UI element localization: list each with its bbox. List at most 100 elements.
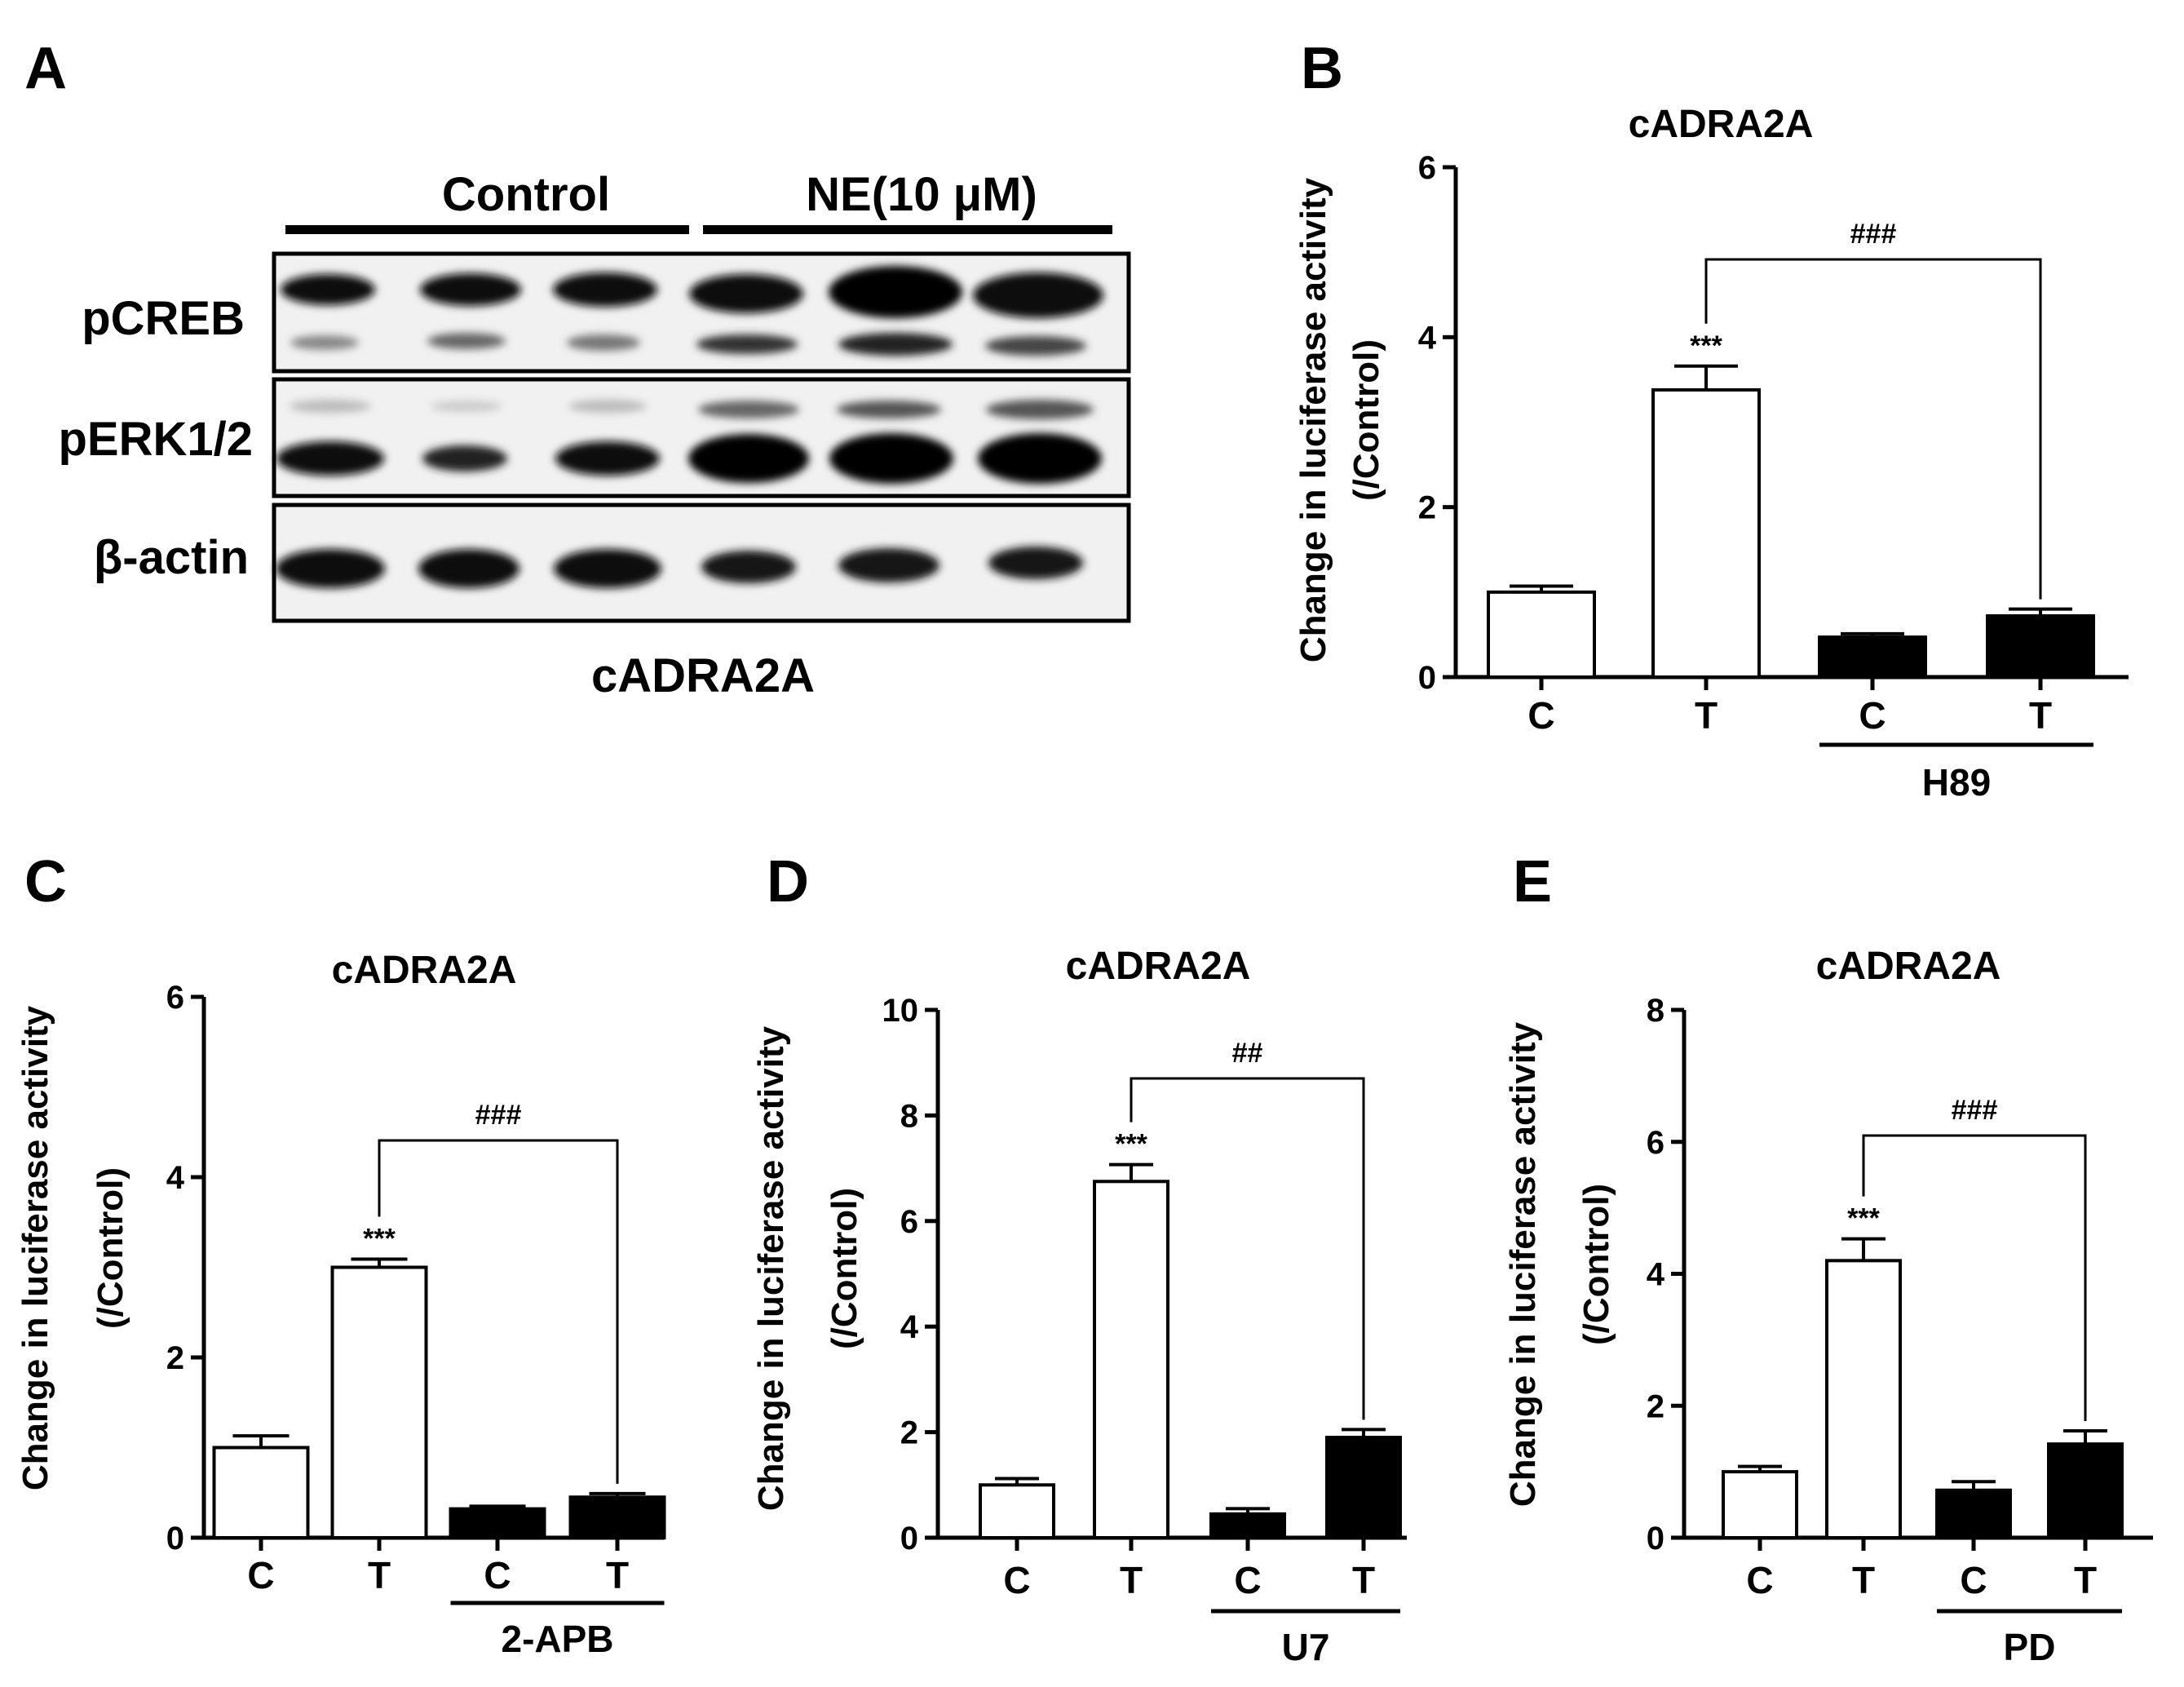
bar xyxy=(979,1483,1055,1540)
x-tick-label: C xyxy=(247,1554,274,1596)
y-tick-label: 8 xyxy=(1647,993,1665,1029)
band xyxy=(290,400,371,413)
comparison-bracket xyxy=(1704,258,2042,600)
panel-letter-a: A xyxy=(24,36,67,101)
treatment-label: 2-APB xyxy=(501,1618,613,1660)
treatment-label: PD xyxy=(2004,1626,2056,1668)
band xyxy=(568,400,647,413)
y-axis-label: Change in luciferase activity xyxy=(1293,177,1333,662)
blot-caption: cADRA2A xyxy=(591,649,815,702)
comparison-label: ## xyxy=(1232,1038,1263,1069)
panel-letter: B xyxy=(1301,36,1343,101)
panel-letter: E xyxy=(1513,849,1552,914)
blot-bands xyxy=(276,266,1103,588)
band xyxy=(427,333,506,349)
group-bar-ne xyxy=(703,225,1112,234)
band xyxy=(420,273,521,306)
x-tick-label: C xyxy=(1234,1559,1261,1601)
x-tick-label: T xyxy=(1695,694,1718,737)
bar xyxy=(1986,614,2095,679)
bar xyxy=(1935,1488,2012,1540)
band xyxy=(701,551,796,583)
y-axis-label-unit: (/Control) xyxy=(825,1188,864,1349)
panel-a: A Control NE(10 μM) pCREB pERK1/2 β-acti… xyxy=(24,36,1131,702)
band xyxy=(973,272,1103,318)
comparison-label: ### xyxy=(1850,219,1897,250)
comparison-bracket xyxy=(1862,1134,2087,1421)
x-tick-label: C xyxy=(1859,694,1886,737)
bar xyxy=(2047,1442,2124,1539)
row-label-perk: pERK1/2 xyxy=(58,413,253,466)
significance-label: *** xyxy=(1690,330,1722,361)
y-tick-label: 4 xyxy=(166,1160,185,1196)
bar xyxy=(1093,1180,1169,1540)
y-tick-label: 8 xyxy=(900,1098,918,1134)
band xyxy=(829,266,962,318)
band xyxy=(838,333,953,356)
bar xyxy=(1487,590,1596,679)
blot-frame-perk xyxy=(272,377,1131,498)
y-tick-label: 0 xyxy=(1418,660,1436,696)
band xyxy=(985,336,1086,356)
treatment-label: H89 xyxy=(1922,761,1991,804)
bar xyxy=(1722,1470,1798,1539)
y-axis-label: Change in luciferase activity xyxy=(751,1025,791,1511)
band xyxy=(837,401,941,418)
blot-frame-actin xyxy=(272,503,1131,623)
band xyxy=(696,334,798,354)
y-tick-label: 6 xyxy=(1647,1125,1665,1161)
row-label-actin: β-actin xyxy=(94,531,249,584)
chart-title: cADRA2A xyxy=(1816,945,2001,988)
bar xyxy=(330,1265,428,1539)
band xyxy=(553,272,657,307)
band xyxy=(418,549,519,588)
group-label-control: Control xyxy=(442,168,610,221)
bar xyxy=(568,1495,666,1540)
group-bar-control xyxy=(285,225,689,234)
band xyxy=(698,401,799,418)
bar xyxy=(449,1507,546,1540)
band xyxy=(688,434,809,483)
bar xyxy=(1825,1259,1902,1539)
band xyxy=(276,549,385,588)
panel-letter: D xyxy=(767,849,809,914)
y-tick-label: 2 xyxy=(900,1415,918,1451)
comparison-label: ### xyxy=(1952,1095,1998,1126)
band xyxy=(422,445,507,472)
y-tick-label: 4 xyxy=(900,1309,919,1345)
comparison-bracket xyxy=(378,1139,619,1484)
chart-title: cADRA2A xyxy=(332,949,517,992)
y-axis-label: Change in luciferase activity xyxy=(1503,1021,1543,1507)
y-tick-label: 6 xyxy=(166,980,184,1016)
bar xyxy=(1818,635,1927,680)
bar xyxy=(1651,387,1761,679)
x-tick-label: T xyxy=(1352,1559,1375,1601)
band xyxy=(431,401,502,412)
bar xyxy=(1325,1436,1402,1539)
y-tick-label: 2 xyxy=(166,1340,184,1376)
bar xyxy=(212,1446,310,1539)
x-tick-label: C xyxy=(1746,1559,1773,1601)
x-tick-label: C xyxy=(1003,1559,1030,1601)
y-tick-label: 10 xyxy=(882,993,919,1029)
y-tick-label: 0 xyxy=(1647,1521,1665,1556)
band xyxy=(567,334,640,351)
y-tick-label: 2 xyxy=(1647,1388,1665,1424)
band xyxy=(829,433,953,484)
band xyxy=(554,549,661,588)
significance-label: *** xyxy=(1847,1203,1880,1234)
y-tick-label: 0 xyxy=(900,1521,918,1556)
band xyxy=(276,441,384,476)
y-tick-label: 6 xyxy=(900,1204,918,1240)
x-tick-label: T xyxy=(2029,694,2052,737)
band xyxy=(986,400,1094,419)
x-tick-label: C xyxy=(1960,1559,1987,1601)
y-axis-label-unit: (/Control) xyxy=(1576,1184,1616,1345)
treatment-label: U7 xyxy=(1282,1626,1330,1668)
blot-frame-pcreb xyxy=(272,251,1131,374)
bar xyxy=(1209,1512,1286,1540)
